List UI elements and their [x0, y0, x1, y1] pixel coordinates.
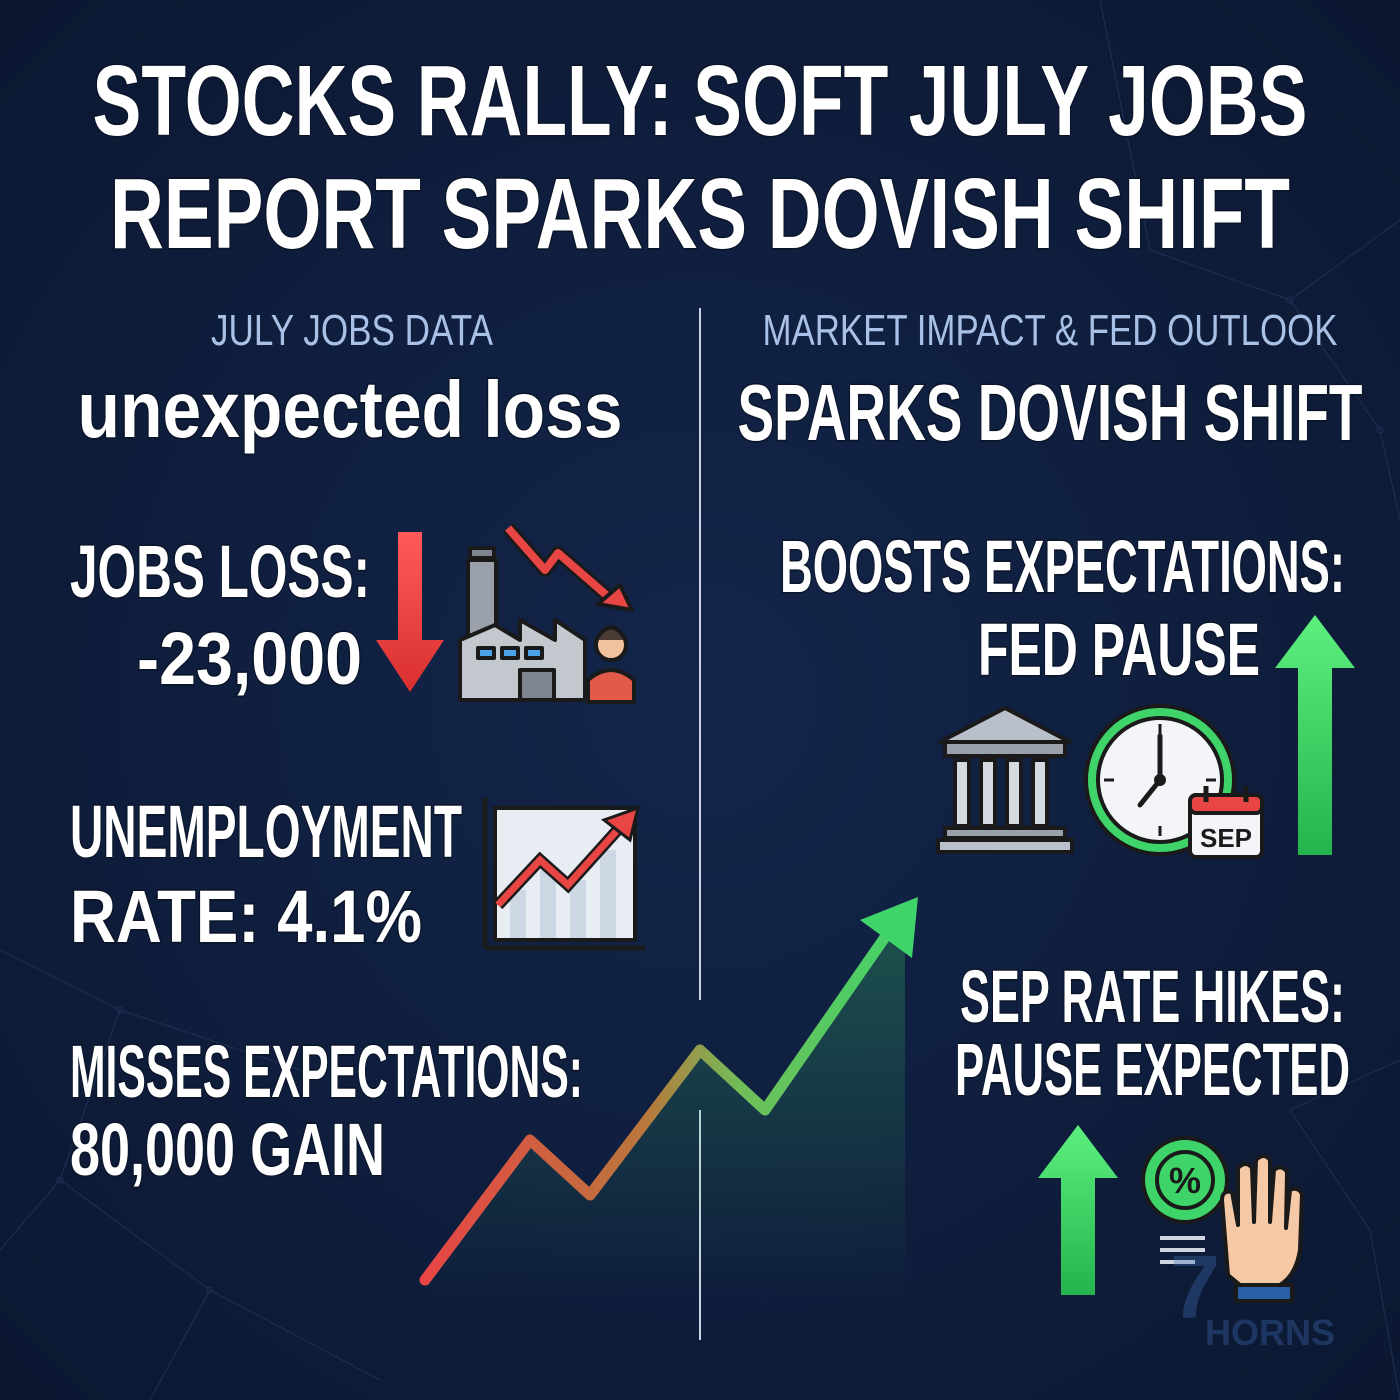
up-arrow — [1275, 615, 1355, 855]
trend-area — [425, 910, 905, 1340]
trend-arrowhead — [860, 897, 918, 958]
section-heading: MARKET IMPACT & FED OUTLOOK — [763, 306, 1338, 355]
calendar-icon: SEP — [1188, 786, 1264, 859]
percent-symbol: % — [1169, 1160, 1201, 1201]
stat-value: RATE: 4.1% — [70, 875, 422, 958]
down-arrow — [376, 532, 444, 692]
percent-icon: % — [1141, 1136, 1229, 1264]
title: REPORT SPARKS DOVISH SHIFT — [110, 158, 1290, 270]
section-heading: JULY JOBS DATA — [211, 306, 494, 355]
stat-value: 80,000 GAIN — [70, 1108, 385, 1191]
title: STOCKS RALLY: SOFT JULY JOBS — [93, 45, 1308, 157]
watermark-name: HORNS — [1205, 1312, 1335, 1353]
section-subheading: unexpected loss — [78, 365, 623, 454]
stat-label: JOBS LOSS: — [70, 530, 370, 613]
stat-label: SEP RATE HIKES: — [960, 955, 1345, 1038]
stat-value: FED PAUSE — [978, 608, 1260, 691]
calendar-label: SEP — [1200, 823, 1252, 853]
factory-icon — [458, 523, 636, 704]
hand-icon — [1220, 1154, 1304, 1303]
section-subheading: SPARKS DOVISH SHIFT — [738, 368, 1363, 457]
trend-line — [419, 924, 896, 1286]
stat-label: MISSES EXPECTATIONS: — [70, 1030, 583, 1113]
stat-value: -23,000 — [137, 617, 362, 700]
chart-icon — [482, 798, 645, 951]
stat-label: BOOSTS EXPECTATIONS: — [780, 525, 1345, 608]
watermark-number: 7 — [1170, 1238, 1220, 1338]
stat-value: PAUSE EXPECTED — [955, 1028, 1350, 1111]
up-arrow — [1038, 1125, 1118, 1295]
stat-label: UNEMPLOYMENT — [70, 790, 462, 873]
watermark: 7 HORNS — [1170, 1238, 1335, 1353]
bank-icon — [936, 706, 1074, 854]
